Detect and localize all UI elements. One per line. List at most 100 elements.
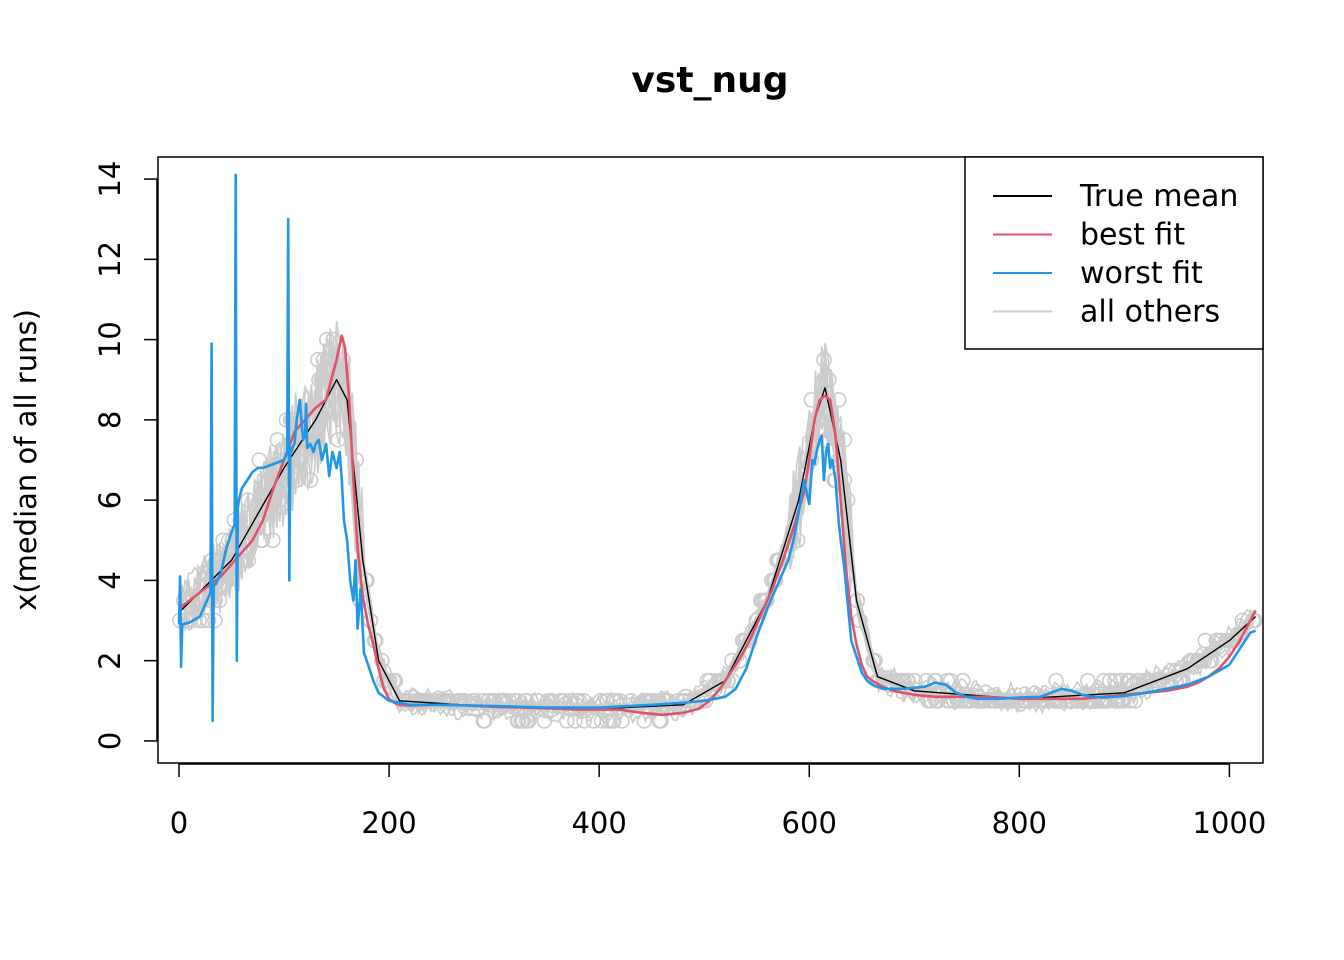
other-run-point (348, 452, 365, 468)
other-run-point (998, 692, 1014, 709)
other-run-point (830, 391, 847, 408)
other-run-point (1052, 692, 1068, 709)
legend-label: all others (1080, 295, 1220, 330)
other-run-point (1031, 692, 1048, 709)
other-run-point (465, 692, 481, 709)
other-run-point (817, 371, 834, 388)
other-run-point (318, 331, 335, 348)
other-run-point (770, 552, 787, 569)
other-run-point (268, 472, 285, 488)
other-run-point (232, 512, 249, 529)
other-run-point (476, 713, 493, 729)
y-tick-label: 10 (93, 321, 127, 358)
other-run-point (439, 692, 456, 709)
other-run-point (558, 713, 575, 729)
chart-title: vst_nug (631, 60, 788, 101)
other-run-point (195, 612, 212, 629)
other-run-point (367, 632, 384, 649)
y-tick-label: 12 (93, 241, 127, 278)
best-fit-line (178, 334, 1257, 717)
legend-box (964, 156, 1264, 350)
other-run-point (567, 713, 583, 729)
other-run-point (605, 713, 621, 729)
other-run-point (1113, 672, 1129, 689)
other-run-point (1046, 692, 1063, 709)
other-run-point (576, 713, 592, 729)
other-run-point (836, 432, 853, 448)
other-run-point (269, 432, 286, 448)
other-run-point (1096, 672, 1112, 689)
x-tick-label: 400 (571, 806, 626, 840)
x-tick-label: 1000 (1192, 806, 1266, 840)
all-others-layer (172, 320, 1263, 729)
other-run-point (1197, 632, 1214, 649)
other-run-point (536, 713, 553, 729)
other-run-point (1209, 632, 1226, 649)
other-run-point (585, 713, 602, 729)
other-run-point (1080, 672, 1096, 689)
other-run-point (182, 612, 199, 629)
other-run-point (961, 692, 978, 709)
other-run-point (954, 672, 971, 689)
legend-label: best fit (1080, 218, 1185, 253)
other-run-point (251, 452, 268, 468)
other-run-point (593, 713, 610, 729)
other-run-point (1218, 632, 1234, 649)
other-run-point (358, 572, 374, 589)
other-run-point (311, 371, 327, 388)
other-run-point (457, 692, 473, 709)
other-run-point (816, 351, 832, 368)
other-run-point (475, 713, 492, 729)
other-run-point (1059, 692, 1075, 709)
other-run-point (412, 692, 429, 709)
x-axis: 0 200 400 600 800 1000 (170, 763, 1266, 840)
other-run-point (1122, 672, 1139, 689)
other-run-point (417, 692, 433, 709)
y-tick-label: 0 (93, 732, 127, 750)
other-run-point (1005, 692, 1021, 709)
x-tick-label: 0 (170, 806, 188, 840)
x-tick-label: 200 (361, 806, 416, 840)
other-run-point (1102, 672, 1118, 689)
other-run-point (918, 672, 935, 689)
other-run-point (324, 351, 340, 368)
y-tick-label: 2 (93, 651, 127, 669)
other-run-point (182, 592, 198, 609)
worst-fit-line (177, 173, 1257, 723)
other-run-point (432, 692, 449, 709)
other-run-point (638, 692, 655, 709)
plot-frame (157, 156, 1264, 764)
y-tick-label: 14 (93, 161, 127, 198)
other-run-point (520, 713, 537, 729)
other-run-point (614, 713, 630, 729)
y-axis-label: x(median of all runs) (9, 309, 43, 611)
other-run-point (200, 612, 217, 629)
other-run-point (271, 492, 288, 508)
other-run-point (515, 713, 531, 729)
other-run-point (315, 351, 332, 368)
other-run-point (240, 552, 257, 569)
other-run-point (510, 713, 527, 729)
x-tick-label: 800 (992, 806, 1047, 840)
other-run-point (1150, 672, 1166, 689)
y-tick-label: 4 (93, 571, 127, 589)
other-run-point (970, 692, 987, 709)
y-axis: 0 2 4 6 8 10 12 14 (93, 161, 158, 750)
other-run-point (1082, 692, 1098, 709)
x-tick-label: 600 (782, 806, 837, 840)
other-run-point (475, 692, 492, 709)
y-tick-label: 8 (93, 411, 127, 429)
other-run-point (927, 672, 944, 689)
other-run-point (284, 412, 300, 428)
other-run-point (1048, 672, 1064, 689)
other-run-point (265, 532, 281, 549)
other-run-point (656, 692, 672, 709)
other-run-point (920, 692, 937, 709)
other-run-point (240, 492, 256, 508)
other-run-point (993, 692, 1010, 709)
other-run-point (649, 692, 666, 709)
other-run-point (1022, 692, 1038, 709)
other-run-point (981, 692, 998, 709)
legend-label: worst fit (1080, 256, 1203, 291)
